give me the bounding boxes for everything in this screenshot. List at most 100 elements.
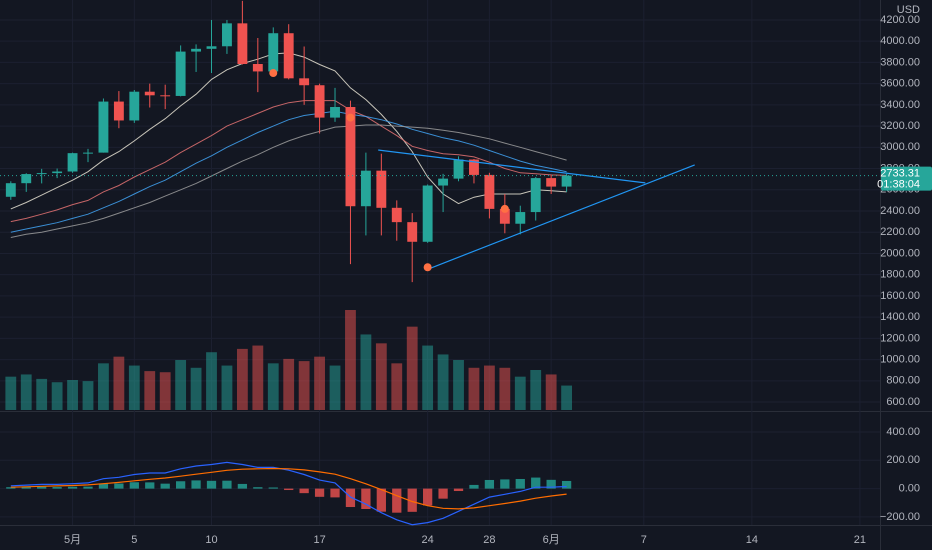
x-tick-label: 28	[483, 534, 495, 546]
x-tick-label: 6月	[543, 534, 560, 546]
volume-bar	[5, 376, 17, 410]
macd-histogram-bar	[83, 486, 93, 489]
volume-bar	[561, 385, 572, 410]
macd-histogram-bar	[423, 488, 433, 506]
x-tick-label: 5月	[64, 534, 81, 546]
candle-body	[113, 101, 124, 121]
volume-bar	[468, 367, 480, 410]
macd-histogram-bar	[268, 487, 278, 489]
candle-body	[345, 106, 356, 207]
moving-average	[10, 124, 567, 238]
candle-body	[206, 46, 217, 49]
volume-bar	[314, 356, 325, 410]
candle-body	[222, 23, 232, 47]
y-tick-label: 1600.00	[880, 290, 920, 302]
y-tick-label: 800.00	[886, 375, 920, 387]
y-tick-label: 4000.00	[880, 35, 920, 47]
macd-histogram-bar	[500, 479, 510, 489]
y-tick-label: −200.00	[880, 511, 920, 523]
macd-histogram-bar	[129, 482, 139, 489]
x-tick-label: 7	[641, 534, 647, 546]
macd-histogram-bar	[376, 488, 386, 512]
candle-body	[21, 174, 32, 184]
volume-bar	[484, 365, 495, 410]
candle-body	[360, 170, 371, 207]
y-tick-label: 1800.00	[880, 269, 920, 281]
y-tick-label: 1000.00	[880, 353, 920, 365]
macd-histogram-bar	[469, 484, 479, 489]
signal-marker	[269, 69, 278, 78]
signal-marker	[500, 204, 509, 213]
macd-histogram-bar	[6, 487, 16, 489]
volume-bar	[20, 374, 32, 410]
y-tick-label: 3400.00	[880, 99, 920, 111]
macd-histogram-bar	[407, 488, 417, 512]
signal-marker	[346, 113, 355, 122]
y-tick-label: 2200.00	[880, 226, 920, 238]
volume-bar	[67, 380, 78, 410]
macd-histogram-bar	[237, 483, 248, 489]
volume-bar	[98, 363, 109, 410]
x-tick-label: 10	[205, 534, 217, 546]
moving-average	[10, 100, 567, 223]
candle-body	[407, 222, 418, 242]
macd-histogram-bar	[546, 479, 556, 489]
macd-histogram-bar	[484, 479, 495, 489]
countdown-label: 01:38:04	[877, 179, 920, 191]
y-tick-label: 2400.00	[880, 205, 920, 217]
candle-body	[453, 159, 464, 179]
y-tick-label: 3600.00	[880, 78, 920, 90]
currency-label: USD	[897, 4, 920, 16]
candle-body	[546, 178, 557, 187]
volume-bar	[144, 371, 156, 410]
candle-body	[191, 48, 202, 52]
y-tick-label: 0.00	[899, 483, 920, 495]
macd-signal-line	[10, 467, 567, 510]
y-tick-label: 1400.00	[880, 311, 920, 323]
x-tick-label: 14	[746, 534, 758, 546]
volume-bar	[252, 345, 264, 410]
y-tick-label: 3800.00	[880, 56, 920, 68]
candle-body	[175, 51, 186, 96]
volume-bar	[530, 370, 542, 410]
candle-body	[98, 101, 109, 153]
candle-body	[129, 91, 140, 121]
volume-bar	[190, 367, 202, 410]
candle-body	[422, 185, 433, 242]
x-tick-label: 24	[422, 534, 434, 546]
volume-bar	[113, 356, 125, 410]
volume-bar	[453, 360, 464, 410]
macd-histogram-bar	[453, 488, 464, 492]
macd-histogram-bar	[160, 483, 170, 489]
macd-histogram-bar	[314, 488, 325, 497]
volume-bar	[329, 365, 341, 410]
candle-body	[67, 153, 78, 172]
macd-histogram-bar	[176, 481, 186, 489]
macd-histogram-bar	[345, 488, 356, 508]
y-tick-label: 3000.00	[880, 141, 920, 153]
candle-body	[299, 78, 310, 86]
volume-bar	[267, 363, 279, 410]
volume-bar	[406, 326, 418, 410]
macd-histogram-bar	[191, 480, 201, 489]
volume-bar	[545, 374, 557, 410]
candle-body	[561, 175, 572, 187]
macd-histogram-bar	[114, 483, 124, 489]
macd-histogram-bar	[361, 488, 371, 509]
y-tick-label: 400.00	[886, 426, 920, 438]
candle-body	[252, 63, 263, 72]
x-tick-label: 21	[854, 534, 866, 546]
x-tick-label: 5	[131, 534, 137, 546]
candle-body	[83, 152, 93, 154]
volume-bar	[159, 372, 171, 410]
volume-bar	[375, 343, 387, 410]
candle-body	[160, 95, 171, 97]
y-tick-label: 1200.00	[880, 332, 920, 344]
macd-histogram-bar	[52, 487, 62, 489]
candle-body	[438, 178, 449, 186]
candle-body	[52, 171, 63, 174]
macd-histogram-bar	[253, 487, 263, 489]
candle-body	[36, 173, 47, 175]
signal-marker	[423, 263, 432, 272]
candle-body	[469, 159, 479, 175]
